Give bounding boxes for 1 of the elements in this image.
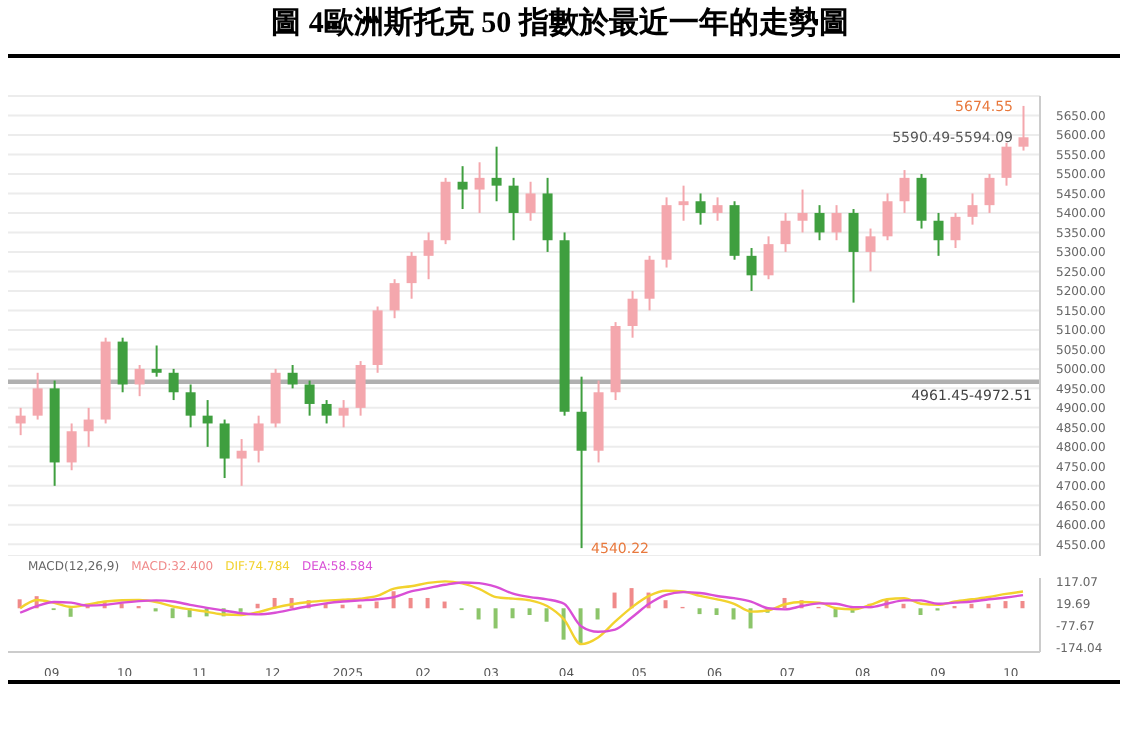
- chart-title: 圖 4歐洲斯托克 50 指數於最近一年的走勢圖: [269, 4, 851, 42]
